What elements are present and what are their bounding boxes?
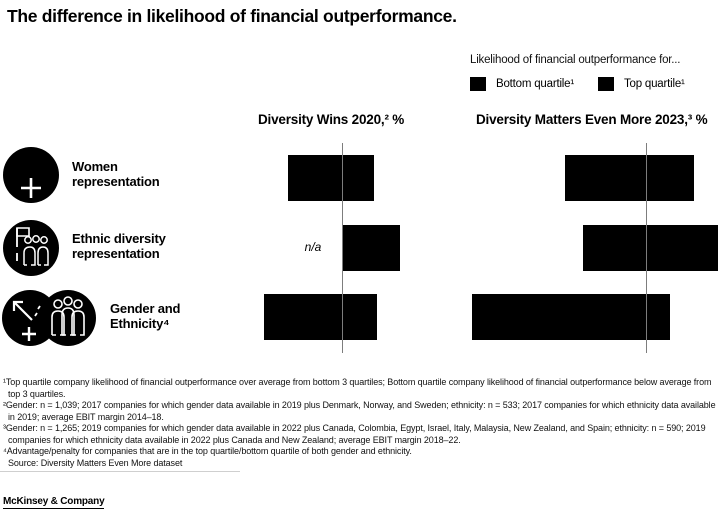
footnote-4: ⁴Advantage/penalty for companies that ar… — [3, 446, 412, 456]
page-title: The difference in likelihood of financia… — [7, 6, 457, 26]
bar-top-quartile — [342, 294, 378, 340]
bar-bottom-quartile — [264, 294, 343, 340]
legend-label-bottom-quartile: Bottom quartile¹ — [496, 78, 574, 90]
footnote-2: ²Gender: n = 1,039; 2017 companies for w… — [3, 400, 716, 422]
row-label-line: Ethnicity⁴ — [110, 315, 170, 331]
bar-top-quartile — [646, 155, 694, 201]
row-label-line: representation — [72, 173, 160, 189]
woman-plus-icon — [3, 147, 59, 203]
na-label: n/a — [304, 240, 322, 254]
row-label-line: Gender and — [110, 301, 181, 316]
panel-header-diversity-wins-2020: Diversity Wins 2020,² % — [258, 112, 405, 127]
row-label-line: Women — [72, 159, 118, 174]
legend-caption: Likelihood of financial outperformance f… — [470, 54, 681, 66]
bar-bottom-quartile — [564, 155, 647, 201]
row-label-women-representation: Women representation — [72, 159, 202, 189]
panel-header-diversity-matters-2023: Diversity Matters Even More 2023,³ % — [476, 112, 708, 127]
bar-top-quartile — [646, 225, 718, 271]
top-quartile-swatch-icon — [597, 77, 614, 91]
footnote-1: ¹Top quartile company likelihood of fina… — [3, 377, 712, 399]
footer-divider — [0, 471, 240, 472]
bar-top-quartile — [646, 294, 671, 340]
bar-top-quartile — [342, 155, 375, 201]
row-label-ethnic-diversity: Ethnic diversity representation — [72, 231, 212, 261]
people-with-flag-icon — [3, 220, 59, 276]
legend-item-bottom-quartile: Bottom quartile¹ — [470, 77, 574, 91]
mckinsey-wordmark: McKinsey & Company — [3, 496, 105, 509]
legend: Bottom quartile¹ Top quartile¹ — [470, 77, 720, 91]
bottom-quartile-swatch-icon — [470, 77, 486, 91]
footnotes: ¹Top quartile company likelihood of fina… — [3, 377, 717, 469]
row-label-line: representation — [72, 245, 160, 261]
footnote-3: ³Gender: n = 1,265; 2019 companies for w… — [3, 423, 706, 445]
bar-bottom-quartile — [583, 225, 647, 271]
arrow-plus-and-people-icon — [2, 290, 96, 346]
row-label-gender-and-ethnicity: Gender and Ethnicity⁴ — [110, 301, 240, 331]
bar-bottom-quartile — [287, 155, 343, 201]
legend-item-top-quartile: Top quartile¹ — [597, 77, 685, 91]
legend-label-top-quartile: Top quartile¹ — [623, 78, 685, 90]
bar-top-quartile — [342, 225, 401, 271]
bar-bottom-quartile — [472, 294, 647, 340]
row-label-line: Ethnic diversity — [72, 231, 166, 246]
source-line: Source: Diversity Matters Even More data… — [8, 457, 183, 468]
